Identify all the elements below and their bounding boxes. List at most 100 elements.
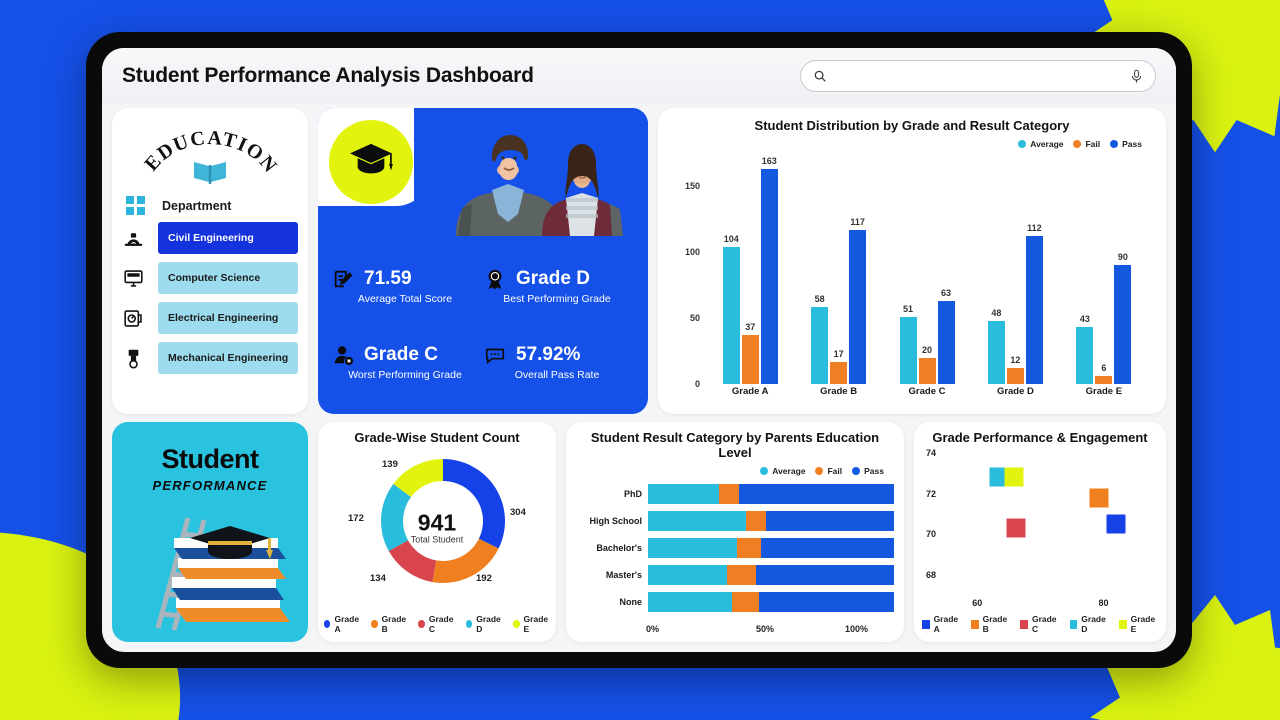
sidebar-item-label[interactable]: Civil Engineering	[158, 222, 298, 254]
bar-value-label: 104	[723, 233, 739, 244]
stacked-bar-segment[interactable]	[758, 592, 894, 612]
stacked-bar-segment[interactable]	[756, 565, 894, 585]
legend-item-average[interactable]: Average	[1018, 139, 1063, 149]
stacked-bar-segment[interactable]	[648, 592, 732, 612]
legend-item[interactable]: Grade D	[465, 614, 503, 634]
bar-value-label: 90	[1117, 252, 1128, 263]
y-tick: 0	[694, 379, 700, 389]
stacked-bar-segment[interactable]	[731, 592, 759, 612]
sidebar-item-electrical-engineering[interactable]: Electrical Engineering	[122, 302, 298, 334]
bar-chart-legend: Average Fail Pass	[672, 139, 1152, 149]
search-bar[interactable]	[800, 60, 1156, 92]
electric-meter-icon	[122, 308, 144, 329]
bar[interactable]: 58	[811, 294, 829, 384]
legend-item-pass[interactable]: Pass	[852, 466, 884, 476]
stacked-bar-row: Master's	[578, 565, 894, 585]
stacked-bar-segment[interactable]	[761, 538, 894, 558]
donut-total-value: 941	[417, 509, 457, 535]
x-tick-label: Grade C	[908, 386, 946, 397]
kpi-value: Grade C	[364, 343, 438, 365]
bar[interactable]: 63	[937, 288, 955, 384]
sidebar-item-label[interactable]: Electrical Engineering	[158, 302, 298, 334]
stacked-bar-segment[interactable]	[719, 484, 739, 504]
stacked-bar-segment[interactable]	[648, 565, 727, 585]
donut-slice[interactable]	[381, 483, 411, 552]
stacked-bar-segment[interactable]	[746, 511, 767, 531]
stacked-bar-segment[interactable]	[648, 484, 720, 504]
scatter-point[interactable]	[1006, 518, 1026, 538]
legend-label: Grade C	[428, 614, 454, 634]
legend-item[interactable]: Grade E	[513, 614, 550, 634]
legend-item[interactable]: Grade B	[971, 614, 1010, 634]
bar[interactable]: 90	[1114, 252, 1132, 384]
stacked-bar-segment[interactable]	[648, 538, 737, 558]
legend-item[interactable]: Grade E	[1119, 614, 1158, 634]
scatter-point[interactable]	[1106, 514, 1126, 534]
scatter-point[interactable]	[989, 467, 1009, 487]
bar[interactable]: 20	[918, 345, 936, 384]
legend-item[interactable]: Grade D	[1069, 614, 1109, 634]
stacked-bar-segment[interactable]	[766, 511, 894, 531]
legend-item-pass[interactable]: Pass	[1110, 139, 1142, 149]
stacked-bar-category: None	[619, 597, 643, 607]
donut-slice[interactable]	[393, 459, 443, 498]
bar[interactable]: 6	[1095, 363, 1113, 384]
stacked-bar-segment[interactable]	[648, 511, 747, 531]
x-tick: 100%	[844, 624, 868, 634]
bar[interactable]: 17	[830, 349, 848, 384]
legend-item[interactable]: Grade A	[922, 614, 961, 634]
bottom-row: Student PERFORMANCE	[112, 422, 1166, 642]
legend-item-fail[interactable]: Fail	[815, 466, 842, 476]
legend-item-fail[interactable]: Fail	[1073, 139, 1100, 149]
stacked-bar-category: High School	[589, 516, 643, 526]
piston-icon	[122, 348, 144, 369]
donut-slice[interactable]	[432, 538, 499, 583]
bar-chart-plot: 0 50 100 150 104 37 163 58 17 117 51 20 63 48 12 11…	[672, 153, 1152, 406]
search-input[interactable]	[835, 69, 1122, 83]
tablet-frame: Student Performance Analysis Dashboard	[86, 32, 1192, 668]
stacked-bar-segment[interactable]	[736, 538, 762, 558]
kpi-value: 71.59	[364, 267, 412, 289]
kpi-label: Average Total Score	[357, 292, 453, 305]
legend-item[interactable]: Grade B	[371, 614, 408, 634]
stacked-bar-category: Bachelor's	[596, 543, 642, 553]
kpi-label: Best Performing Grade	[503, 292, 611, 305]
sidebar-item-label[interactable]: Computer Science	[158, 262, 298, 294]
legend-item[interactable]: Grade A	[324, 614, 361, 634]
y-tick: 68	[926, 570, 937, 580]
bar[interactable]: 117	[849, 217, 867, 384]
legend-item[interactable]: Grade C	[1020, 614, 1059, 634]
sidebar-item-mechanical-engineering[interactable]: Mechanical Engineering	[122, 342, 298, 374]
donut-slice[interactable]	[443, 459, 505, 549]
scatter-point[interactable]	[1089, 488, 1109, 508]
page-title: Student Performance Analysis Dashboard	[122, 64, 534, 87]
sidebar-item-computer-science[interactable]: Computer Science	[122, 262, 298, 294]
legend-swatch	[971, 619, 979, 629]
legend-label: Grade A	[334, 614, 360, 634]
bar[interactable]: 51	[899, 304, 917, 384]
sidebar-item-label[interactable]: Mechanical Engineering	[158, 342, 298, 374]
graduation-cap-badge	[329, 120, 413, 204]
bar[interactable]: 43	[1076, 314, 1094, 384]
stacked-bar-segment[interactable]	[726, 565, 757, 585]
sidebar-item-civil-engineering[interactable]: Civil Engineering	[122, 222, 298, 254]
bar[interactable]: 163	[760, 156, 778, 384]
bar[interactable]: 112	[1025, 223, 1043, 384]
bar-value-label: 37	[745, 322, 756, 333]
bar-chart-y-axis: 0 50 100 150	[672, 153, 704, 389]
bar[interactable]: 104	[722, 234, 740, 384]
x-tick: 50%	[755, 624, 774, 634]
bar[interactable]: 37	[741, 322, 759, 384]
scatter-point[interactable]	[1004, 467, 1024, 487]
scatter-plot: 68 70 72 74 60 80	[926, 447, 1154, 608]
bar[interactable]: 12	[1006, 355, 1024, 384]
legend-item[interactable]: Grade C	[418, 614, 455, 634]
microphone-icon[interactable]	[1130, 69, 1143, 84]
legend-label: Pass	[1122, 139, 1142, 149]
kpi-average-total-score: 71.59 Average Total Score	[332, 248, 484, 324]
donut-slice[interactable]	[388, 540, 437, 583]
legend-item-average[interactable]: Average	[760, 466, 805, 476]
donut-svg[interactable]	[324, 445, 562, 595]
stacked-bar-segment[interactable]	[739, 484, 894, 504]
bar[interactable]: 48	[987, 308, 1005, 384]
